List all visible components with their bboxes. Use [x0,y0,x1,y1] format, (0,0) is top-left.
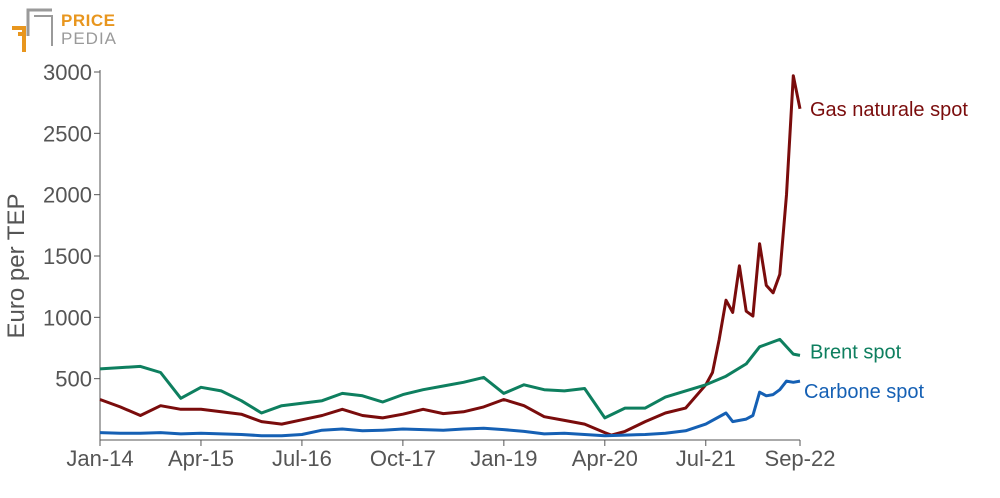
y-tick-label: 500 [55,367,92,392]
chart-axes: 500 1000 1500 2000 2500 3000 Jan-14 Apr-15 Jul-1… [3,60,835,471]
x-tick-label: Oct-17 [370,446,436,471]
series-label-gas-naturale-spot: Gas naturale spot [810,99,968,121]
y-axis-title: Euro per TEP [3,194,30,339]
series-line-gas-naturale-spot [99,74,802,437]
x-tick-label: Jan-14 [66,446,133,471]
chart-labels: Gas naturale spot Brent spot Carbone spot [804,99,968,403]
series-label-carbone-spot: Carbone spot [804,381,925,403]
x-tick-label: Jul-16 [272,446,332,471]
y-tick-label: 2000 [43,183,92,208]
logo-mark-icon [12,8,53,52]
logo-text-pedia: PEDIA [61,29,117,48]
x-tick-label: Jan-19 [470,446,537,471]
y-tick-label: 3000 [43,60,92,85]
chart-series [99,74,802,438]
logo-text-price: PRICE [61,11,115,30]
y-tick-label: 2500 [43,121,92,146]
x-tick-label: Jul-21 [676,446,736,471]
y-tick-label: 1000 [43,305,92,330]
y-tick-label: 1500 [43,244,92,269]
x-tick-label: Sep-22 [765,446,836,471]
series-label-brent-spot: Brent spot [810,341,902,363]
pricepedia-logo: PRICE PEDIA [12,8,117,52]
x-tick-label: Apr-15 [168,446,234,471]
series-line-carbone-spot [99,379,801,438]
series-line-brent-spot [99,337,801,420]
x-tick-label: Apr-20 [572,446,638,471]
